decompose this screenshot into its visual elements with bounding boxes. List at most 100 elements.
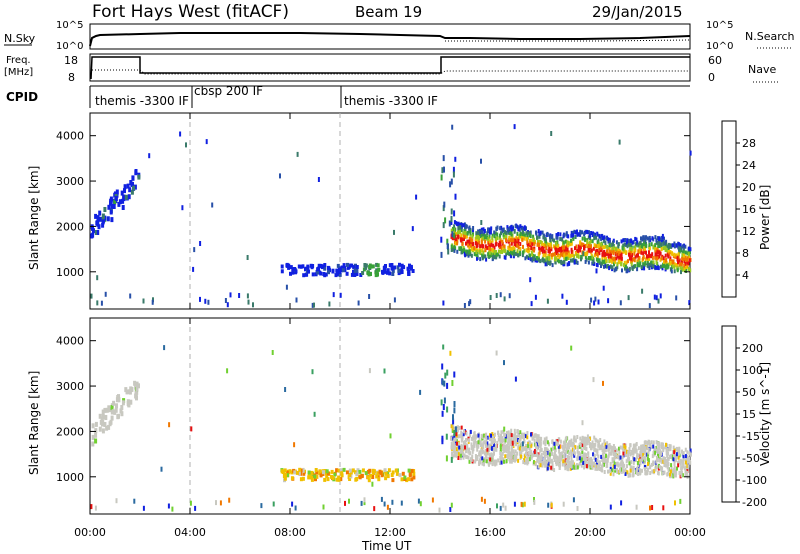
range-cell xyxy=(561,237,564,242)
range-cell xyxy=(581,236,584,241)
range-cell xyxy=(524,460,526,465)
range-cell xyxy=(483,498,486,504)
range-cell xyxy=(91,423,95,429)
range-cell xyxy=(488,227,491,232)
range-cell xyxy=(547,502,550,508)
range-cell xyxy=(631,447,634,452)
range-cell xyxy=(504,432,507,437)
range-cell xyxy=(469,429,472,434)
range-cell xyxy=(503,248,506,253)
range-cell xyxy=(283,472,287,477)
range-cell xyxy=(557,444,560,449)
range-cell xyxy=(587,455,590,460)
range-cell xyxy=(371,475,375,479)
range-cell xyxy=(679,498,682,504)
range-cell xyxy=(635,448,638,453)
range-cell xyxy=(672,260,675,265)
range-cell xyxy=(298,467,302,472)
range-cell xyxy=(408,473,412,477)
range-cell xyxy=(599,242,601,247)
range-cell xyxy=(448,220,451,227)
range-cell xyxy=(482,227,485,232)
range-cell xyxy=(326,265,330,270)
range-cell xyxy=(571,252,573,257)
range-cell xyxy=(630,256,633,261)
range-cell xyxy=(323,266,327,271)
range-cell xyxy=(515,457,518,462)
range-cell xyxy=(551,451,554,456)
range-cell xyxy=(285,263,289,268)
range-cell xyxy=(643,237,646,242)
range-cell xyxy=(302,273,306,278)
range-cell xyxy=(531,242,534,247)
range-cell xyxy=(386,471,390,476)
range-cell xyxy=(560,259,562,264)
range-cell xyxy=(459,225,462,230)
range-cell xyxy=(670,473,673,478)
range-cell xyxy=(584,453,587,458)
range-cell xyxy=(651,454,654,459)
range-cell xyxy=(457,235,460,240)
range-cell xyxy=(588,256,591,260)
range-cell xyxy=(584,259,587,264)
range-cell xyxy=(506,250,509,255)
range-cell xyxy=(499,238,502,242)
range-cell xyxy=(649,253,652,258)
range-cell xyxy=(519,251,521,256)
range-cell xyxy=(686,450,689,455)
range-cell xyxy=(299,264,303,269)
range-cell xyxy=(465,455,468,459)
range-cell xyxy=(626,470,629,475)
range-cell xyxy=(584,237,586,242)
range-cell xyxy=(486,235,489,240)
range-cell xyxy=(310,470,314,475)
range-cell xyxy=(495,227,498,231)
range-cell xyxy=(512,226,514,231)
range-cell xyxy=(630,449,633,454)
range-cell xyxy=(384,476,388,481)
range-cell xyxy=(471,449,474,454)
range-cell xyxy=(606,457,609,462)
range-cell xyxy=(549,234,552,239)
range-cell xyxy=(494,236,497,241)
range-cell xyxy=(527,256,530,260)
range-cell xyxy=(586,239,589,244)
range-cell xyxy=(479,458,482,463)
range-cell xyxy=(508,293,511,299)
range-cell xyxy=(322,504,325,510)
range-cell xyxy=(550,247,553,252)
range-cell xyxy=(294,505,297,511)
range-cell xyxy=(400,263,404,268)
range-cell xyxy=(463,248,466,253)
range-cell xyxy=(666,460,669,465)
range-cell xyxy=(536,441,538,445)
range-cell xyxy=(670,243,673,248)
range-cell xyxy=(565,459,568,464)
time-axis-ticks: 00:00 04:00 08:00 12:00 16:00 20:00 00:00 xyxy=(74,526,706,539)
range-cell xyxy=(441,363,444,370)
range-cell xyxy=(126,399,130,405)
range-cell xyxy=(564,440,567,445)
range-cell xyxy=(442,404,445,410)
colorbar-tick-label: 28 xyxy=(742,137,756,150)
range-cell xyxy=(92,228,95,234)
range-cell xyxy=(570,458,573,463)
range-cell xyxy=(681,257,684,262)
range-cell xyxy=(645,464,648,469)
range-cell xyxy=(335,477,339,482)
range-cell xyxy=(584,252,587,256)
range-cell xyxy=(296,151,299,157)
range-cell xyxy=(682,464,685,469)
range-cell xyxy=(510,433,513,438)
range-cell xyxy=(290,470,294,475)
range-cell xyxy=(512,433,515,438)
range-cell xyxy=(462,432,465,437)
range-cell xyxy=(321,264,325,269)
range-cell xyxy=(669,469,672,474)
range-cell xyxy=(373,506,376,512)
range-cell xyxy=(557,258,559,263)
range-cell xyxy=(563,245,566,250)
range-cell xyxy=(643,266,646,271)
range-cell xyxy=(632,443,635,448)
